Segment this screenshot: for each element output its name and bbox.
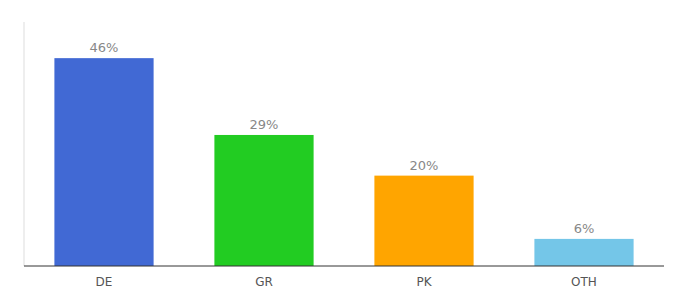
data-label: 20%	[410, 158, 439, 173]
x-axis-line	[24, 266, 664, 267]
y-axis-line	[24, 22, 25, 266]
data-label: 6%	[574, 221, 595, 236]
bars	[54, 58, 633, 266]
bar	[374, 176, 473, 266]
data-label: 46%	[90, 40, 119, 55]
chart-svg: 46% 29% 20% 6% DE GR PK OTH	[0, 0, 680, 300]
x-tick-label: GR	[255, 275, 273, 289]
x-tick-label: PK	[416, 275, 432, 289]
x-tick-label: OTH	[571, 275, 597, 289]
bar	[534, 239, 633, 266]
x-tick-labels: DE GR PK OTH	[96, 275, 597, 289]
chart-container: 46% 29% 20% 6% DE GR PK OTH	[0, 0, 680, 300]
bar	[54, 58, 153, 266]
data-label: 29%	[250, 117, 279, 132]
x-tick-label: DE	[96, 275, 113, 289]
bar	[214, 135, 313, 266]
data-labels: 46% 29% 20% 6%	[90, 40, 595, 236]
